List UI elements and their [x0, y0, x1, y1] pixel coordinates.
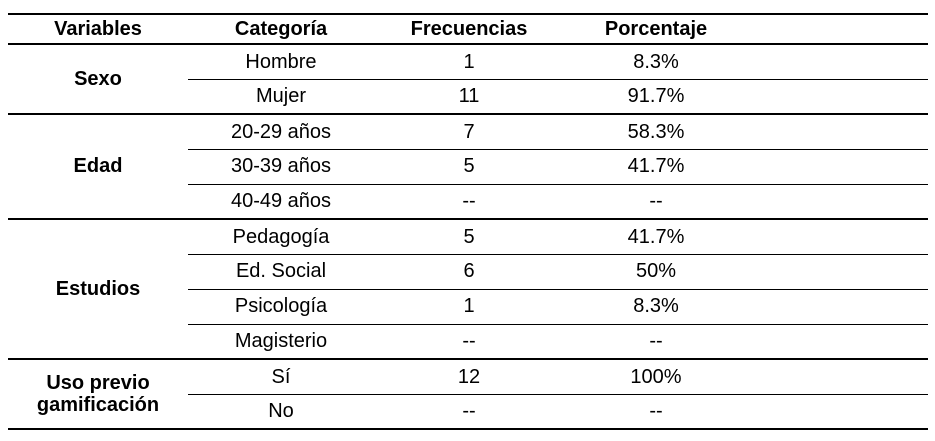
frequency-cell: --: [374, 183, 564, 219]
frequency-cell: 11: [374, 78, 564, 114]
category-cell: Psicología: [188, 288, 374, 324]
filler-cell: [748, 78, 928, 114]
table-body: Sexo Hombre 1 8.3% Mujer 11 91.7% Edad 2…: [8, 43, 928, 429]
column-header-porcentaje: Porcentaje: [564, 14, 748, 45]
table-row: Mujer 11 91.7%: [8, 78, 928, 114]
frequency-cell: 12: [374, 358, 564, 394]
column-header-categoria: Categoría: [188, 14, 374, 45]
table-row: Estudios Pedagogía 5 41.7%: [8, 218, 928, 359]
table-row: Ed. Social 6 50%: [8, 253, 928, 289]
column-header-frecuencias: Frecuencias: [374, 14, 564, 45]
frequency-cell: 7: [374, 113, 564, 149]
filler-cell: [748, 288, 928, 324]
percentage-cell: 50%: [564, 253, 748, 289]
column-header-filler: [748, 14, 928, 45]
variable-cell-uso-previo-gamificacion: Uso previo gamificación: [8, 358, 188, 429]
variable-cell-sexo: Sexo: [8, 43, 188, 114]
percentage-cell: 41.7%: [564, 148, 748, 184]
filler-cell: [748, 323, 928, 359]
frequency-cell: 6: [374, 253, 564, 289]
variable-cell-edad: Edad: [8, 113, 188, 219]
percentage-cell: 91.7%: [564, 78, 748, 114]
percentage-cell: 58.3%: [564, 113, 748, 149]
category-cell: Mujer: [188, 78, 374, 114]
filler-cell: [748, 358, 928, 394]
filler-cell: [748, 113, 928, 149]
table-row: Psicología 1 8.3%: [8, 288, 928, 324]
category-cell: Pedagogía: [188, 218, 374, 254]
table-header: Variables Categoría Frecuencias Porcenta…: [8, 14, 928, 45]
filler-cell: [748, 148, 928, 184]
category-cell: Magisterio: [188, 323, 374, 359]
demographics-table: Variables Categoría Frecuencias Porcenta…: [8, 13, 928, 430]
table-row: 30-39 años 5 41.7%: [8, 148, 928, 184]
percentage-cell: 41.7%: [564, 218, 748, 254]
percentage-cell: --: [564, 323, 748, 359]
frequency-cell: --: [374, 393, 564, 429]
variable-cell-estudios: Estudios: [8, 218, 188, 359]
table-row: Sexo Hombre 1 8.3%: [8, 43, 928, 114]
filler-cell: [748, 183, 928, 219]
category-cell: 30-39 años: [188, 148, 374, 184]
frequency-cell: --: [374, 323, 564, 359]
percentage-cell: 100%: [564, 358, 748, 394]
frequency-cell: 5: [374, 218, 564, 254]
filler-cell: [748, 218, 928, 254]
percentage-cell: --: [564, 393, 748, 429]
filler-cell: [748, 253, 928, 289]
category-cell: Ed. Social: [188, 253, 374, 289]
table-row: Uso previo gamificación Sí 12 100%: [8, 358, 928, 429]
table-row: Edad 20-29 años 7 58.3%: [8, 113, 928, 219]
percentage-cell: 8.3%: [564, 288, 748, 324]
filler-cell: [748, 43, 928, 79]
category-cell: No: [188, 393, 374, 429]
column-header-variables: Variables: [8, 14, 188, 45]
filler-cell: [748, 393, 928, 429]
category-cell: 40-49 años: [188, 183, 374, 219]
frequency-cell: 1: [374, 43, 564, 79]
percentage-cell: --: [564, 183, 748, 219]
category-cell: 20-29 años: [188, 113, 374, 149]
table-row: No -- --: [8, 393, 928, 429]
category-cell: Sí: [188, 358, 374, 394]
frequency-cell: 5: [374, 148, 564, 184]
header-row: Variables Categoría Frecuencias Porcenta…: [8, 14, 928, 45]
frequency-cell: 1: [374, 288, 564, 324]
table-row: 40-49 años -- --: [8, 183, 928, 219]
category-cell: Hombre: [188, 43, 374, 79]
percentage-cell: 8.3%: [564, 43, 748, 79]
table-row: Magisterio -- --: [8, 323, 928, 359]
